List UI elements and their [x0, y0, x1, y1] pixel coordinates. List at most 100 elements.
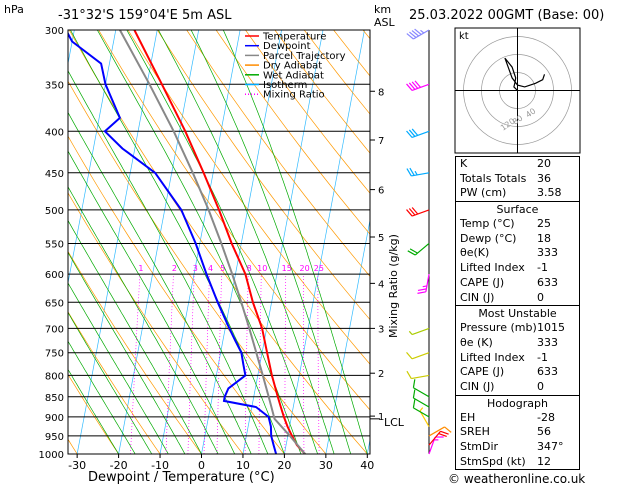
- km-tick-label: 6: [378, 186, 384, 197]
- pressure-tick-label: 300: [45, 26, 64, 37]
- index-row: Totals Totals 36: [456, 172, 579, 187]
- index-row: CAPE (J) 633: [456, 365, 579, 380]
- km-tick-label: 1: [378, 412, 384, 423]
- legend-entry: Isotherm: [263, 80, 307, 91]
- mixing-ratio-label: 15: [282, 264, 292, 273]
- dry-adiabat-line: [68, 373, 119, 454]
- wind-barb-flag: [406, 33, 414, 40]
- km-tick-label: 7: [378, 136, 384, 147]
- index-value: 0: [537, 290, 544, 304]
- index-label: θe(K): [460, 246, 490, 260]
- index-value: 633: [537, 365, 558, 379]
- mixing-ratio-label: 20: [300, 264, 310, 273]
- index-label: StmDir: [460, 440, 499, 453]
- km-tick-label: 4: [378, 279, 384, 290]
- pressure-tick-label: 900: [45, 413, 64, 424]
- mixing-ratio-axis-title: Mixing Ratio (g/kg): [387, 234, 400, 338]
- wind-barb-flag: [406, 209, 413, 217]
- wet-adiabat-line: [68, 251, 186, 454]
- x-axis-title: Dewpoint / Temperature (°C): [88, 470, 275, 485]
- index-label: CIN (J): [460, 290, 495, 304]
- hpa-unit-label: hPa: [4, 3, 24, 16]
- wind-barb-staff: [411, 327, 430, 336]
- wind-barb-half: [414, 170, 418, 176]
- lcl-label: LCL: [384, 416, 404, 429]
- index-value: 633: [537, 275, 558, 289]
- wind-barbs: [406, 28, 452, 455]
- index-value: 12: [537, 454, 551, 468]
- pressure-tick-label: 450: [45, 169, 64, 180]
- pressure-tick-label: 850: [45, 393, 64, 404]
- dry-adiabat-line: [68, 438, 78, 454]
- km-unit-label: km: [374, 3, 392, 16]
- wind-barb-flag: [406, 168, 412, 177]
- series-line-temperature: [133, 30, 306, 454]
- pressure-tick-label: 700: [45, 324, 64, 335]
- sounding-profiles: [68, 30, 306, 454]
- index-value: 36: [537, 171, 551, 185]
- isotherm-line: [325, 218, 370, 454]
- dry-adiabat-line: [274, 30, 370, 154]
- index-value: 333: [537, 335, 558, 349]
- wind-barb-flag: [417, 291, 426, 294]
- pressure-tick-label: 950: [45, 432, 64, 443]
- legend-entry: Parcel Trajectory: [263, 51, 346, 62]
- pressure-tick-label: 550: [45, 239, 64, 250]
- index-row: PW (cm) 3.58: [456, 186, 579, 201]
- wind-barb-flag: [411, 128, 419, 136]
- index-value: -1: [537, 350, 548, 364]
- wind-barb-flag: [406, 351, 413, 360]
- pressure-tick-label: 800: [45, 371, 64, 382]
- mixing-ratio-label: 2: [172, 264, 177, 273]
- index-label: EH: [460, 410, 476, 424]
- x-tick-label: 40: [360, 459, 374, 472]
- index-row: EH -28: [456, 411, 579, 426]
- wind-barb-half: [419, 407, 424, 412]
- index-row: CIN (J) 0: [456, 380, 579, 395]
- wind-barb-flag: [408, 208, 416, 216]
- index-label: K: [460, 157, 468, 170]
- wind-barb-flag: [444, 426, 452, 433]
- isotherm-line: [0, 30, 33, 454]
- index-row: Lifted Index -1: [456, 261, 579, 276]
- wind-barb-half: [408, 330, 413, 335]
- wind-barb-flag: [412, 389, 416, 399]
- dry-adiabat-line: [68, 192, 244, 454]
- isotherm-lines: [0, 30, 370, 454]
- km-tick-label: 2: [378, 369, 384, 380]
- dry-adiabat-line: [245, 30, 370, 194]
- dry-adiabat-line: [68, 250, 202, 454]
- mixing-ratio-label: 4: [208, 264, 213, 273]
- wet-adiabat-line: [68, 368, 119, 454]
- km-tick-label: 3: [378, 324, 384, 335]
- series-line-parcel-trajectory: [119, 30, 306, 454]
- mixing-ratio-label: 25: [314, 264, 324, 273]
- index-row: Temp (°C) 25: [456, 217, 579, 232]
- index-value: 20: [537, 157, 551, 170]
- pressure-tick-label: 350: [45, 80, 64, 91]
- wind-barb-staff: [411, 172, 430, 177]
- wet-adiabat-line: [68, 340, 136, 454]
- x-tick-label: 10: [236, 459, 250, 472]
- wind-barb-staff: [419, 410, 430, 427]
- index-row: StmSpd (kt) 12: [456, 455, 579, 470]
- x-tick-label: -30: [68, 459, 86, 472]
- isotherm-line: [118, 30, 200, 454]
- legend-entry: Wet Adiabat: [263, 70, 324, 81]
- index-value: 3.58: [537, 186, 562, 200]
- wind-barb-flag: [411, 207, 419, 215]
- dry-adiabat-line: [215, 30, 370, 235]
- mixing-ratio-label: 1: [138, 264, 143, 273]
- index-value: 18: [537, 231, 551, 245]
- index-label: Lifted Index: [460, 261, 525, 275]
- wind-barb-flag: [412, 379, 416, 388]
- index-row: θe(K) 333: [456, 246, 579, 261]
- pressure-tick-label: 750: [45, 349, 64, 360]
- index-value: 347°: [537, 440, 564, 453]
- index-value: 56: [537, 425, 551, 439]
- index-label: CAPE (J): [460, 275, 505, 289]
- isotherm-line: [76, 30, 158, 454]
- index-row: Pressure (mb) 1015: [456, 321, 579, 336]
